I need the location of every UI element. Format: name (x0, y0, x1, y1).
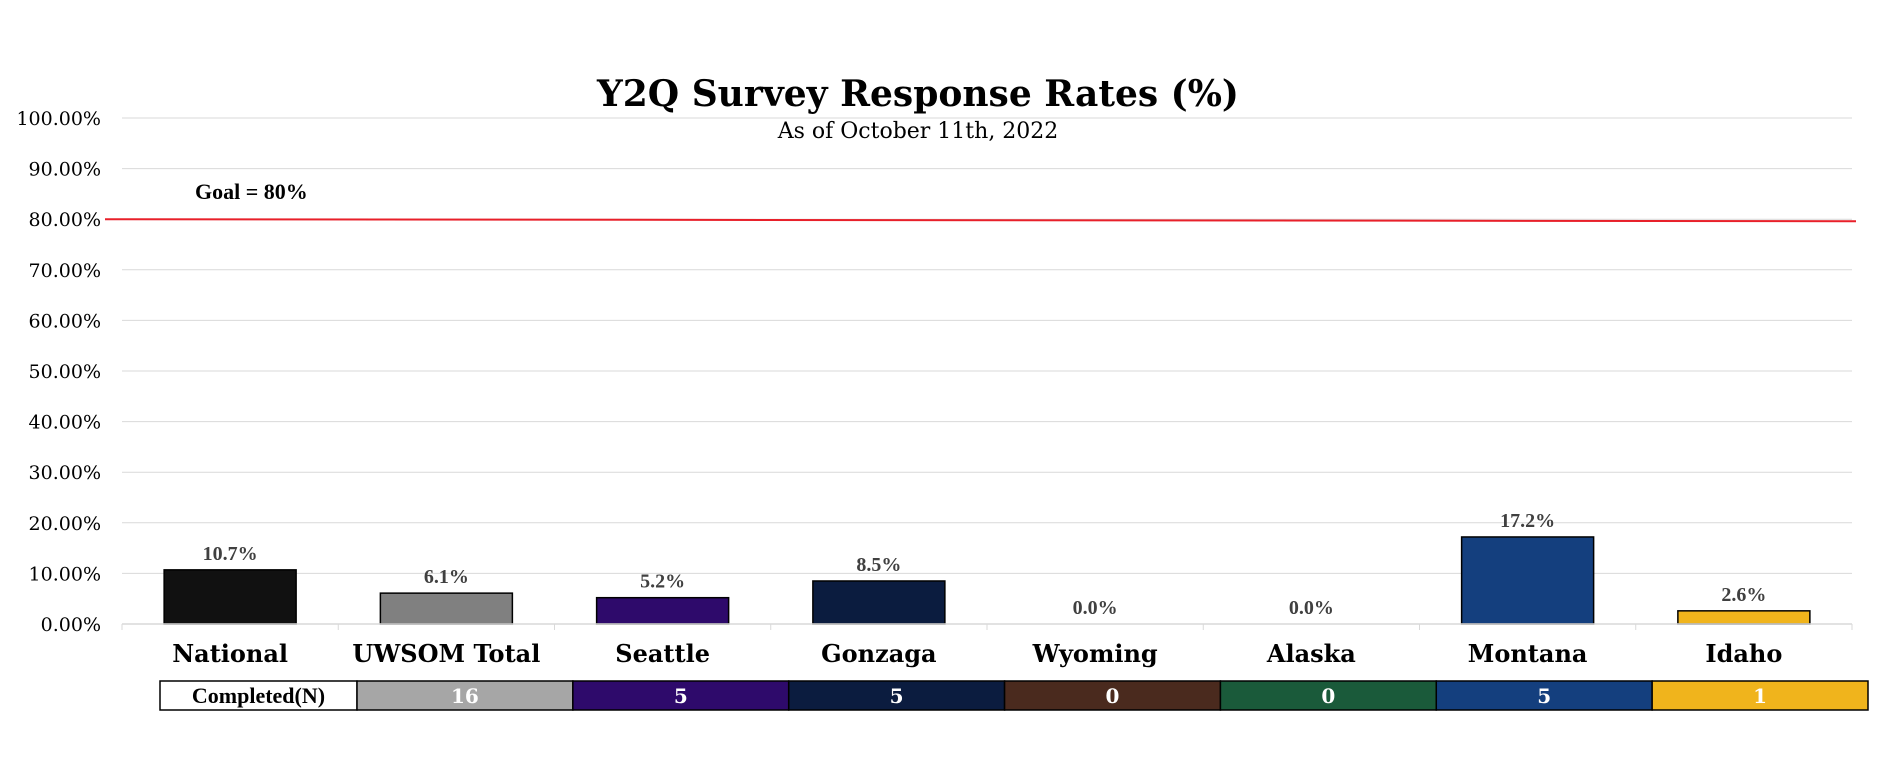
y-tick-label: 100.00% (16, 108, 101, 130)
y-tick-label: 30.00% (29, 462, 101, 484)
y-axis: 0.00% 10.00% 20.00% 30.00% 40.00% 50.00% 60.00… (16, 108, 101, 636)
chart-title: Y2Q Survey Response Rates (%) (596, 73, 1239, 115)
gridlines (122, 117, 1852, 625)
x-tick-label: National (172, 639, 288, 668)
goal-line-group: Goal = 80% (104, 179, 1857, 223)
y-tick-label: 50.00% (29, 361, 101, 383)
table-header-label: Completed(N) (192, 683, 325, 708)
table-cell (787, 680, 1006, 711)
table-cell (1651, 680, 1869, 711)
bar (1460, 536, 1595, 625)
table-cell (356, 680, 574, 711)
x-tick-label: Seattle (615, 639, 710, 668)
x-tick-label: Montana (1468, 639, 1588, 668)
table-cell-value: 1 (1753, 684, 1767, 708)
table-cell-value: 5 (1537, 684, 1551, 708)
chart-subtitle: As of October 11th, 2022 (777, 119, 1059, 144)
x-tick-label: Alaska (1266, 639, 1356, 668)
data-label: 8.5% (856, 554, 901, 576)
data-label: 2.6% (1721, 584, 1766, 606)
y-tick-label: 20.00% (29, 513, 101, 535)
bars (163, 536, 1811, 625)
x-tick-label: Wyoming (1032, 639, 1158, 668)
data-label: 10.7% (203, 543, 258, 565)
data-label: 5.2% (640, 571, 685, 593)
x-tick-label: Idaho (1705, 639, 1782, 668)
bar (379, 592, 514, 625)
y-tick-label: 40.00% (29, 412, 101, 434)
bar (812, 580, 946, 625)
goal-label: Goal = 80% (195, 179, 308, 204)
data-label: 17.2% (1500, 510, 1555, 532)
table-cell-value: 0 (1321, 684, 1335, 708)
y-tick-label: 0.00% (41, 614, 101, 636)
table-cell-value: 16 (451, 684, 479, 708)
data-labels: 10.7% 6.1% 5.2% 8.5% 0.0% 0.0% 17.2% 2.6% (203, 510, 1767, 619)
y-tick-label: 10.00% (29, 563, 101, 585)
table-cell (1219, 680, 1438, 711)
completed-table: Completed(N) 16 5 5 0 0 5 1 (159, 680, 1869, 711)
data-label: 0.0% (1073, 597, 1118, 619)
data-label: 6.1% (424, 566, 469, 588)
y-tick-label: 80.00% (29, 209, 101, 231)
table-cell-value: 5 (674, 684, 688, 708)
data-label: 0.0% (1289, 597, 1334, 619)
goal-line (104, 218, 1857, 223)
x-tick-label: UWSOM Total (352, 639, 540, 668)
bar (1677, 610, 1811, 625)
x-tick-label: Gonzaga (821, 639, 936, 668)
y-tick-label: 60.00% (29, 310, 101, 332)
y-tick-label: 70.00% (29, 260, 101, 282)
y-tick-label: 90.00% (29, 159, 101, 181)
x-axis: National UWSOM Total Seattle Gonzaga Wyoming… (121, 623, 1853, 668)
bar (595, 596, 730, 625)
table-cell-value: 5 (890, 684, 904, 708)
table-cell-value: 0 (1106, 684, 1120, 708)
bar (163, 569, 297, 625)
